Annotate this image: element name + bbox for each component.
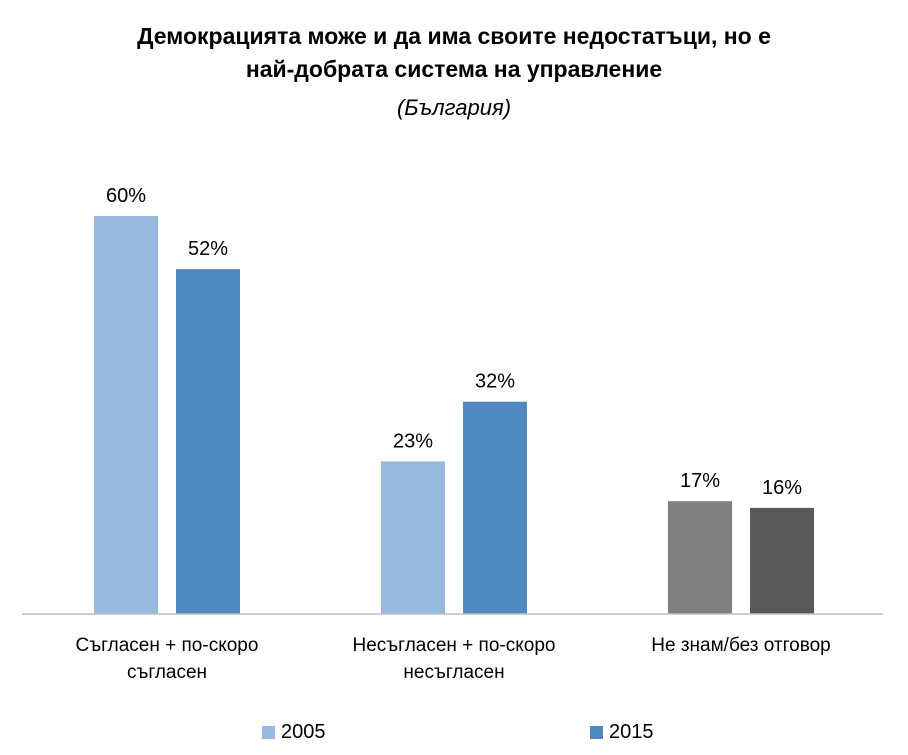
value-label-2015-dont-know: 16%: [762, 477, 802, 499]
legend-swatch-2015: [590, 725, 603, 739]
category-label-disagree: Несъгласен + по-скоро несъгласен: [324, 632, 584, 686]
category-label-dont-know: Не знам/без отговор: [611, 632, 871, 659]
chart-title: Демокрацията може и да има своите недост…: [0, 20, 908, 86]
value-label-2005-dont-know: 17%: [680, 470, 720, 492]
chart-title-line-2: най-добрата система на управление: [245, 56, 663, 82]
category-label-dont-know-line-1: Не знам/без отговор: [651, 635, 831, 656]
category-label-disagree-line-1: Несъгласен + по-скоро: [352, 635, 556, 656]
legend-label-2015: 2015: [609, 721, 654, 743]
bar-2015-disagree: [463, 401, 527, 614]
bar-2015-dont-know: [750, 507, 814, 614]
category-label-disagree-line-2: несъгласен: [403, 662, 505, 683]
value-label-group: 60% 23% 17% 52% 32% 16%: [106, 185, 802, 499]
legend-item-2015: 2015: [590, 718, 654, 746]
value-label-2015-agree: 52%: [188, 238, 228, 260]
bar-2005-dont-know: [668, 501, 732, 614]
value-label-2015-disagree: 32%: [475, 371, 515, 393]
chart-title-line-1: Демокрацията може и да има своите недост…: [137, 23, 771, 49]
chart-legend: 2005 2015: [0, 718, 908, 748]
bar-2005-agree: [94, 216, 158, 614]
legend-item-2005: 2005: [262, 718, 326, 746]
value-label-2005-agree: 60%: [106, 185, 146, 207]
bar-2005-disagree: [381, 461, 445, 614]
bar-group: [94, 216, 814, 614]
chart-subtitle: (България): [396, 95, 512, 120]
legend-swatch-2005: [262, 725, 275, 739]
value-label-2005-disagree: 23%: [393, 430, 433, 452]
bar-2015-agree: [176, 269, 240, 614]
category-label-agree-line-2: съгласен: [126, 662, 208, 683]
legend-label-2005: 2005: [281, 721, 326, 743]
category-label-agree-line-1: Съгласен + по-скоро: [75, 635, 259, 656]
category-label-agree: Съгласен + по-скоро съгласен: [37, 632, 297, 686]
